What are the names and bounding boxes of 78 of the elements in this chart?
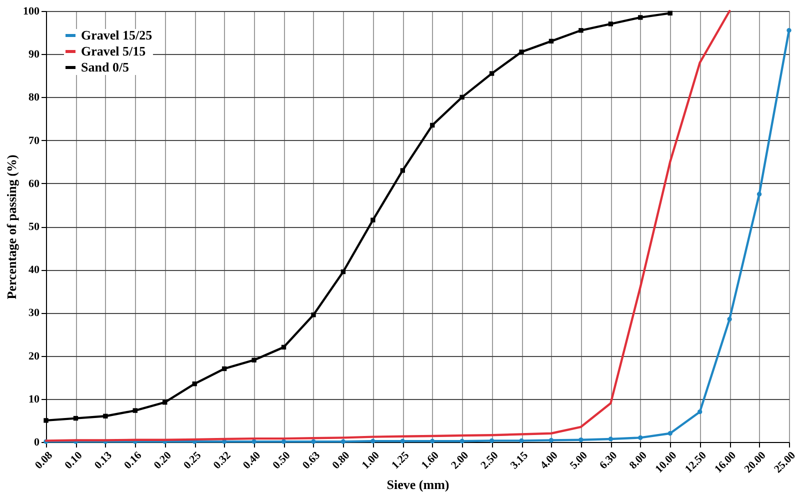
x-axis-title: Sieve (mm): [386, 476, 450, 492]
point: [73, 416, 78, 421]
y-tick-label: 10: [28, 393, 40, 406]
point: [222, 366, 227, 372]
point: [519, 50, 524, 54]
x-tick-label: 0.25: [181, 449, 204, 472]
point: [252, 439, 256, 444]
x-tick-label: 0.10: [62, 449, 86, 472]
point: [400, 438, 405, 444]
point: [756, 192, 762, 197]
point: [340, 269, 346, 274]
point: [162, 400, 168, 405]
x-tick-label: 0.16: [122, 449, 144, 472]
x-tick-label: 1.60: [419, 449, 442, 472]
x-tick-label: 0.40: [240, 449, 264, 472]
point: [44, 418, 48, 423]
point: [192, 381, 197, 386]
y-tick-label: 70: [28, 134, 40, 147]
y-tick-label: 30: [28, 307, 40, 320]
point: [668, 431, 672, 436]
point: [252, 358, 256, 362]
legend-label: Sand 0/5: [81, 60, 130, 74]
x-tick-label: 0.20: [152, 449, 174, 472]
y-tick-label: 100: [23, 6, 40, 18]
legend-label: Gravel 5/15: [81, 44, 146, 58]
point: [727, 316, 732, 322]
point: [548, 438, 554, 443]
y-tick-label: 80: [28, 92, 40, 104]
x-tick-label: 0.50: [270, 449, 294, 472]
legend-label: Gravel 15/25: [81, 28, 153, 42]
x-tick-label: 0.80: [330, 449, 353, 472]
point: [786, 28, 792, 33]
point: [281, 439, 286, 444]
x-tick-label: 1.25: [390, 449, 412, 472]
point: [460, 438, 464, 444]
point: [460, 94, 464, 100]
point: [489, 438, 494, 444]
x-tick-label: 2.00: [448, 449, 472, 472]
point: [638, 15, 643, 20]
x-tick-label: 0.63: [300, 449, 323, 472]
x-tick-label: 6.30: [598, 449, 620, 472]
point: [311, 312, 316, 318]
point: [370, 438, 376, 444]
y-tick-label: 40: [28, 264, 40, 276]
x-tick-label: 0.13: [92, 449, 115, 472]
y-tick-label: 50: [28, 221, 40, 233]
x-tick-label: 3.15: [508, 449, 531, 472]
point: [370, 218, 376, 222]
x-tick-label: 2.50: [478, 449, 502, 472]
x-tick-label: 0.08: [32, 449, 56, 472]
x-tick-label: 8.00: [627, 449, 650, 472]
point: [489, 71, 494, 76]
point: [608, 436, 614, 442]
point: [578, 438, 584, 442]
point: [430, 122, 435, 128]
point: [400, 168, 405, 173]
point: [578, 28, 584, 33]
y-tick-label: 0: [34, 436, 40, 448]
x-tick-label: 4.00: [538, 449, 561, 472]
y-tick-label: 60: [28, 178, 40, 190]
point: [697, 409, 702, 414]
point: [519, 438, 524, 444]
point: [548, 38, 554, 44]
point: [340, 439, 346, 444]
y-tick-label: 20: [28, 350, 40, 362]
y-axis-title: Percentage of passing (%): [4, 154, 19, 300]
point: [608, 22, 614, 26]
point: [132, 408, 138, 413]
x-tick-label: 5.00: [568, 449, 590, 472]
point: [638, 435, 643, 440]
point: [430, 438, 435, 444]
y-tick-label: 90: [28, 48, 40, 61]
point: [311, 439, 316, 444]
point: [668, 10, 672, 16]
point: [103, 414, 108, 418]
point: [281, 344, 286, 350]
x-tick-label: 0.32: [211, 449, 234, 472]
x-tick-label: 1.00: [360, 449, 382, 472]
